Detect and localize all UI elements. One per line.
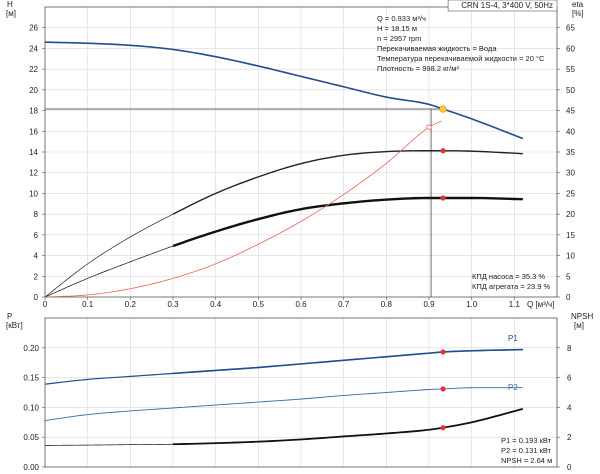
- eta-tick-label: 5: [566, 272, 571, 281]
- p-tick-label: 0.05: [23, 433, 39, 442]
- duty-info-line: Плотность = 998.2 кг/м³: [377, 64, 459, 73]
- power-chart: 0.00 0.05 0.10 0.15 0.20 0 2 4 6 8 P[кВт] NPSH[м] P1…: [6, 312, 593, 472]
- x-tick-label: 0.3: [167, 300, 179, 309]
- duty-point-marker: [439, 105, 447, 113]
- x-tick-label: 1.0: [466, 300, 478, 309]
- npsh-tick-label: 0: [567, 463, 572, 472]
- x-tick-label: 0: [43, 300, 48, 309]
- p2-duty-marker: [440, 386, 446, 392]
- eta-tick-label: 15: [566, 231, 575, 240]
- y-tick-label: 12: [29, 169, 38, 178]
- duty-info-line: Температура перекачиваемой жидкости = 20…: [377, 54, 545, 63]
- y-tick-label: 22: [29, 65, 38, 74]
- chart-title: CRN 1S-4, 3*400 V, 50Hz: [461, 1, 553, 10]
- pump-efficiency-curve: [172, 150, 523, 215]
- y-tick-label: 24: [29, 44, 38, 53]
- eta-tick-label: 65: [566, 24, 575, 33]
- npsh-duty-marker: [440, 425, 446, 431]
- eta-axis-unit: [%]: [572, 9, 584, 18]
- unit-efficiency-marker: [440, 195, 446, 201]
- npsh-tick-label: 8: [567, 344, 572, 353]
- eta-tick-label: 45: [566, 107, 575, 116]
- p1-duty-marker: [440, 349, 446, 355]
- eta-tick-label: 55: [566, 65, 575, 74]
- p-tick-label: 0.15: [23, 374, 39, 383]
- p-tick-label: 0.10: [23, 403, 39, 412]
- y-tick-label: 16: [29, 127, 38, 136]
- x-tick-label: 0.2: [125, 300, 137, 309]
- h-axis-unit: [м]: [6, 9, 16, 18]
- npsh-axis-unit: [м]: [574, 321, 584, 330]
- y-tick-label: 4: [34, 252, 39, 261]
- x-tick-label: 0.6: [295, 300, 307, 309]
- y-tick-label: 10: [29, 189, 38, 198]
- x-tick-label: 0.1: [82, 300, 94, 309]
- p-axis-label: P: [7, 312, 12, 321]
- eta-tick-label: 20: [566, 210, 575, 219]
- npsh-axis-label: NPSH: [571, 312, 593, 321]
- p-axis-unit: [кВт]: [6, 321, 23, 330]
- eta-tick-label: 60: [566, 44, 575, 53]
- p2-series-label: P2: [508, 383, 518, 392]
- p-tick-label: 0.20: [23, 344, 39, 353]
- duty-info-line: n = 2957 rpm: [377, 34, 421, 43]
- power-note: P1 = 0.193 кВт: [501, 436, 552, 445]
- y-tick-label: 0: [34, 293, 39, 302]
- eta-tick-label: 50: [566, 86, 575, 95]
- title-box: [447, 0, 558, 12]
- h-axis-label: H: [7, 0, 13, 9]
- y-tick-label: 14: [29, 148, 38, 157]
- eta-tick-label: 30: [566, 169, 575, 178]
- duty-info-line: H = 18.15 м: [377, 24, 417, 33]
- system-curve: [44, 120, 442, 298]
- p2-curve: [44, 387, 523, 421]
- eta-tick-label: 40: [566, 127, 575, 136]
- eta-tick-label: 0: [566, 293, 571, 302]
- pump-efficiency-curve-thin: [44, 213, 174, 298]
- eta-tick-label: 25: [566, 189, 575, 198]
- efficiency-note: КПД агрегата = 23.9 %: [472, 282, 550, 291]
- unit-efficiency-curve: [172, 196, 523, 248]
- npsh-tick-label: 4: [567, 403, 572, 412]
- y-tick-label: 18: [29, 107, 38, 116]
- y-tick-label: 26: [29, 24, 38, 33]
- duty-info-line: Перекачиваемая жидкость = Вода: [377, 44, 497, 53]
- unit-efficiency-curve-thin: [44, 245, 174, 298]
- y-tick-label: 8: [34, 210, 39, 219]
- power-note: NPSH = 2.64 м: [501, 456, 552, 465]
- npsh-curve-thin: [44, 443, 174, 446]
- eta-axis-label: eta: [572, 0, 584, 9]
- efficiency-note: КПД насоса = 35.3 %: [472, 272, 545, 281]
- system-curve-end-marker: [426, 124, 432, 130]
- x-axis-label: Q [м³/ч]: [527, 300, 554, 309]
- plot-frame: [44, 317, 558, 468]
- y-tick-label: 20: [29, 86, 38, 95]
- eta-tick-label: 10: [566, 252, 575, 261]
- npsh-curve: [172, 408, 524, 446]
- npsh-tick-label: 6: [567, 374, 572, 383]
- power-note: P2 = 0.131 кВт: [501, 446, 552, 455]
- x-tick-label: 0.8: [381, 300, 393, 309]
- eta-tick-label: 35: [566, 148, 575, 157]
- x-tick-label: 0.7: [338, 300, 350, 309]
- x-tick-label: 0.4: [210, 300, 222, 309]
- x-tick-label: 0.5: [253, 300, 265, 309]
- p1-curve: [44, 348, 523, 385]
- y-tick-label: 6: [34, 231, 39, 240]
- npsh-tick-label: 2: [567, 433, 572, 442]
- performance-chart: 0246810121416182022242605101520253035404…: [6, 0, 584, 309]
- p1-series-label: P1: [508, 334, 518, 343]
- duty-info-line: Q = 0.933 м³/ч: [377, 14, 426, 23]
- pump-efficiency-marker: [440, 148, 446, 154]
- x-tick-label: 0.9: [423, 300, 435, 309]
- x-tick-label: 1.1: [509, 300, 521, 309]
- y-tick-label: 2: [34, 272, 39, 281]
- p1-curve-range: [172, 348, 523, 375]
- p-tick-label: 0.00: [23, 463, 39, 472]
